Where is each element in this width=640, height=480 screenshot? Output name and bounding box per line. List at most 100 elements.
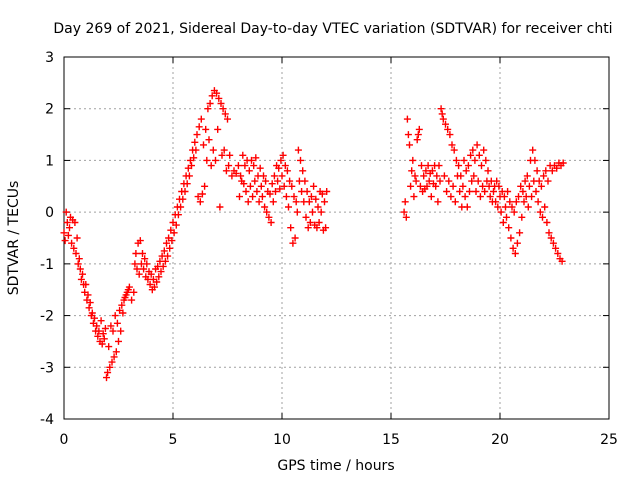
data-point [455, 162, 463, 170]
data-point [547, 234, 555, 242]
data-point [159, 262, 167, 270]
data-point [82, 281, 90, 288]
data-point [432, 182, 440, 190]
data-point [72, 250, 80, 257]
data-points [60, 87, 567, 382]
data-point [177, 203, 185, 211]
data-point [218, 151, 226, 159]
data-point [545, 229, 553, 237]
data-point [479, 182, 487, 190]
data-point [68, 239, 76, 247]
data-point [463, 203, 471, 211]
data-point [446, 131, 454, 139]
data-point [450, 146, 458, 154]
data-point [222, 167, 230, 175]
data-point [525, 182, 533, 190]
data-point [272, 188, 279, 195]
data-point [462, 167, 470, 175]
data-point [228, 172, 236, 180]
data-point [302, 213, 310, 221]
data-point [447, 193, 455, 201]
data-point [220, 146, 228, 154]
data-point [506, 198, 514, 206]
data-point [293, 208, 301, 216]
data-point [510, 208, 518, 216]
data-point [70, 244, 78, 252]
data-point [195, 123, 203, 131]
data-point [239, 151, 247, 159]
data-point [490, 188, 497, 195]
data-point [125, 283, 133, 291]
data-point [113, 319, 121, 327]
x-tick-label: 0 [60, 432, 69, 448]
data-point [544, 177, 552, 185]
data-point [481, 188, 489, 195]
data-point [217, 100, 225, 107]
data-point [301, 177, 309, 185]
data-point [283, 167, 291, 175]
data-point [196, 198, 204, 206]
data-point [200, 141, 207, 149]
data-point [191, 138, 199, 146]
data-point [206, 100, 214, 107]
data-point [289, 239, 297, 247]
data-point [108, 358, 116, 366]
data-point [535, 177, 543, 185]
data-point [119, 309, 127, 317]
data-point [221, 110, 229, 118]
data-point [274, 177, 282, 185]
data-point [513, 239, 521, 247]
y-tick-labels: -4 -3 -2 -1 0 1 2 3 [40, 50, 54, 428]
data-point [445, 177, 453, 185]
data-point [533, 167, 541, 175]
data-point [503, 213, 510, 221]
data-point [194, 193, 202, 201]
data-point [209, 146, 217, 154]
data-point [219, 105, 227, 113]
data-point [188, 162, 195, 170]
data-point [110, 353, 118, 361]
data-point [442, 120, 449, 128]
y-tick-label: -1 [40, 257, 54, 273]
data-point [509, 244, 517, 252]
data-point [94, 332, 102, 340]
data-point [437, 105, 445, 113]
data-point [312, 195, 320, 203]
data-point [478, 162, 485, 170]
data-point [495, 182, 503, 190]
data-point [482, 156, 490, 164]
data-point [214, 125, 222, 133]
data-point [267, 219, 275, 226]
data-point [276, 185, 284, 193]
y-axis-title: SDTVAR / TECUs [6, 181, 22, 296]
data-point [318, 190, 326, 198]
data-point [248, 156, 255, 164]
data-point [305, 198, 313, 206]
data-point [139, 250, 146, 257]
data-point [280, 182, 288, 190]
x-tick-label: 25 [600, 432, 618, 448]
chart-title: Day 269 of 2021, Sidereal Day-to-day VTE… [53, 21, 612, 37]
data-point [558, 257, 566, 265]
data-point [460, 156, 468, 164]
data-point [523, 172, 531, 180]
data-point [166, 244, 174, 252]
data-point [418, 162, 425, 170]
data-point [256, 164, 264, 172]
data-point [245, 167, 253, 175]
data-point [107, 322, 115, 330]
data-point [277, 156, 285, 164]
data-point [143, 260, 151, 268]
data-point [193, 131, 201, 139]
data-point [257, 182, 265, 190]
data-point [106, 363, 114, 371]
data-point [471, 156, 479, 164]
grid-lines [64, 57, 609, 419]
data-point [553, 164, 561, 172]
y-tick-label: -2 [40, 309, 54, 325]
data-point [76, 265, 84, 273]
data-point [529, 146, 537, 154]
data-point [461, 193, 469, 201]
data-point [253, 188, 261, 195]
